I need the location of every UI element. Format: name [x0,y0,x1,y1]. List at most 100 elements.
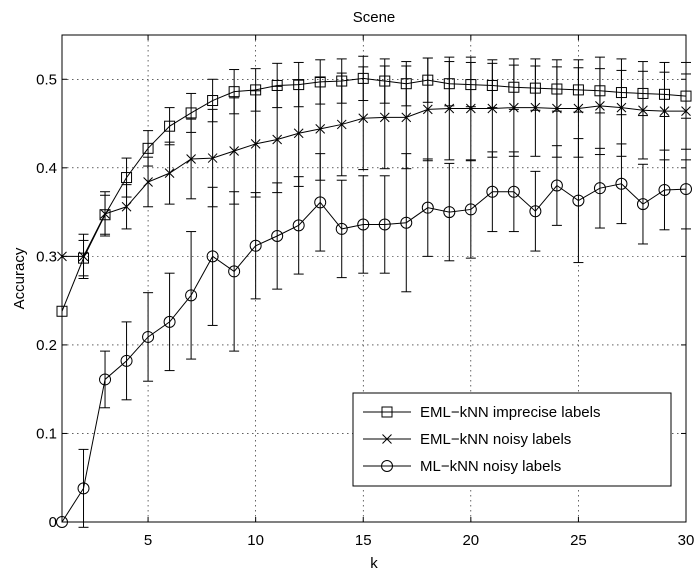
circle-marker [163,315,176,328]
x-marker [186,154,196,164]
x-marker-stroke [638,105,648,116]
square-marker [615,87,627,99]
x-marker-stroke [573,103,584,114]
x-marker-stroke [465,103,476,114]
circle-marker [378,218,391,231]
y-tick-label: 0.1 [36,425,57,442]
circle-marker [421,201,434,214]
x-marker-stroke [186,154,196,164]
circle-marker [357,218,370,231]
square-marker [381,406,393,418]
x-tick-label: 30 [678,532,695,549]
square-marker [185,107,197,119]
series-line [62,105,686,257]
x-marker [573,103,584,114]
x-marker-stroke [164,168,175,178]
x-marker [336,119,347,130]
x-tick-label: 15 [355,532,372,549]
circle-marker [400,216,413,229]
x-tick-label: 20 [462,532,479,549]
x-marker [422,104,433,115]
x-marker [487,103,498,114]
y-tick-label: 0.3 [36,248,57,265]
y-tick-label: 0.4 [36,160,57,177]
square-marker [99,209,111,221]
square-marker [78,252,90,264]
legend-item: EML−kNN imprecise labels [363,404,600,421]
chart-title: Scene [353,9,396,26]
square-marker [207,95,219,107]
legend: EML−kNN imprecise labels EML−kNN noisy la… [352,392,672,487]
circle-marker [529,205,542,218]
circle-marker [249,239,262,252]
circle-marker [486,185,499,198]
x-tick-label: 10 [247,532,264,549]
series-line [61,77,687,312]
y-axis-label: Accuracy [11,247,28,309]
square-marker [271,79,283,91]
x-marker [121,201,132,212]
legend-label: EML−kNN imprecise labels [420,404,600,421]
x-marker-stroke [487,103,498,114]
x-marker [509,102,519,113]
x-marker-stroke [293,128,304,139]
y-tick-label: 0 [49,514,57,531]
series-line [61,183,687,523]
x-marker-stroke [595,100,605,111]
x-marker-stroke [272,134,283,145]
axis-ticks: 5 10 15 20 25 30 0 0.1 0.2 0.3 0.4 0.5 [36,35,694,549]
x-marker [638,105,648,116]
x-marker-stroke [444,103,455,114]
x-marker-stroke [401,112,412,123]
x-marker [401,112,412,123]
circle-marker [464,203,477,216]
x-marker [315,124,326,134]
x-marker-stroke [379,112,390,123]
square-marker [293,79,305,91]
circle-marker [443,206,456,219]
x-marker [444,103,455,114]
x-marker-stroke [143,177,153,187]
circle-marker [636,198,649,211]
x-marker-stroke [78,251,89,262]
square-marker [164,120,176,132]
circle-marker [593,182,606,195]
x-marker-stroke [100,209,110,219]
circle-marker [381,460,393,472]
square-marker [400,78,412,90]
square-marker [594,85,606,97]
circle-marker [206,250,219,263]
circle-marker [507,185,520,198]
x-marker-stroke [530,102,541,113]
square-marker [658,88,670,100]
square-marker [314,76,326,88]
x-marker [616,102,627,113]
x-marker-stroke [121,201,132,212]
square-marker [529,82,541,94]
square-marker [142,142,154,154]
legend-label: ML−kNN noisy labels [420,458,561,475]
x-marker [164,168,175,178]
x-marker-stroke [509,102,519,113]
square-marker [508,81,520,93]
x-marker [272,134,283,145]
x-marker [78,251,89,262]
legend-item: ML−kNN noisy labels [363,458,561,475]
x-tick-label: 25 [570,532,587,549]
x-marker [595,100,605,111]
x-marker [293,128,304,139]
x-marker-stroke [207,153,218,163]
x-marker-stroke [616,102,627,113]
x-marker [530,102,541,113]
square-marker [443,78,455,90]
x-marker-stroke [422,104,433,115]
legend-item: EML−kNN noisy labels [363,431,571,448]
circle-marker [120,354,133,367]
square-marker [121,172,133,184]
x-marker [143,177,153,187]
circle-marker [142,330,155,343]
x-marker-stroke [659,106,670,117]
square-marker [357,72,369,84]
x-marker-stroke [250,139,261,149]
circle-marker [572,194,585,207]
